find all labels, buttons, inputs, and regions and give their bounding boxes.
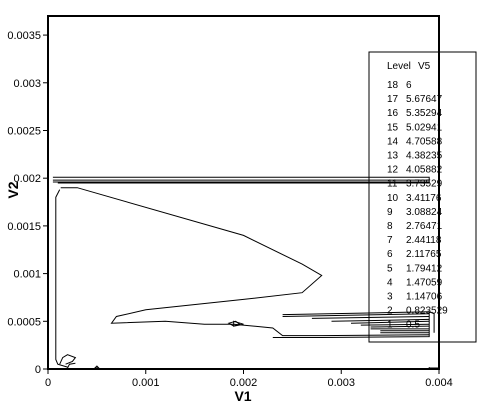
contour-line-7 [227, 320, 241, 327]
y-tick-label: 0.0005 [7, 316, 41, 328]
legend-level: 8 [387, 221, 393, 232]
contour-line-13 [360, 323, 430, 326]
contour-line-12 [350, 320, 430, 324]
contour-lines [52, 176, 439, 369]
legend-level: 5 [387, 263, 393, 274]
legend-level: 15 [387, 122, 399, 133]
legend-level: 2 [387, 306, 393, 317]
y-tick-label: 0.001 [13, 269, 41, 281]
legend-level: 7 [387, 235, 393, 246]
x-tick-label: 0.002 [230, 377, 258, 389]
legend-level: 10 [387, 193, 399, 204]
legend-value: 2.11765 [406, 249, 442, 260]
legend-value: 2.76471 [406, 221, 443, 232]
legend-value: 1.47059 [406, 277, 443, 288]
legend-value: 1.79412 [406, 263, 443, 274]
legend-level: 11 [387, 179, 398, 190]
contour-line-22 [428, 367, 439, 369]
contour-line-14 [370, 325, 430, 328]
legend-level: 17 [387, 94, 399, 105]
legend-value: 2.44118 [406, 235, 442, 246]
legend-level: 4 [387, 277, 393, 288]
contour-line-6 [233, 320, 244, 327]
legend-value: 3.41176 [406, 193, 442, 204]
legend-header-level: Level [387, 61, 411, 72]
contour-line-5 [55, 189, 68, 368]
legend-level: 1 [387, 320, 393, 331]
legend-level: 6 [387, 249, 393, 260]
x-axis-title: V1 [234, 388, 251, 404]
y-tick-label: 0.0015 [7, 221, 41, 233]
contour-line-8 [282, 311, 430, 316]
legend-header-value: V5 [418, 61, 431, 72]
y-axis-title: V2 [5, 181, 21, 198]
legend-value: 4.38235 [406, 151, 443, 162]
legend-level: 18 [387, 80, 399, 91]
legend-value: 5.67647 [406, 94, 443, 105]
legend-value: 6 [406, 80, 412, 91]
contour-line-9 [282, 313, 430, 317]
legend-level: 14 [387, 136, 399, 147]
y-tick-label: 0.002 [13, 173, 41, 185]
legend-value: 3.08824 [406, 207, 443, 218]
contour-line-19 [59, 354, 77, 365]
contour-line-11 [331, 318, 430, 322]
legend-value: 4.05882 [406, 165, 443, 176]
legend-value: 5.02941 [406, 122, 443, 133]
x-tick-label: 0.003 [327, 377, 355, 389]
legend-level: 13 [387, 151, 399, 162]
contour-line-18 [428, 311, 435, 335]
legend-level: 16 [387, 108, 399, 119]
x-tick-label: 0.001 [132, 377, 160, 389]
legend-level: 3 [387, 292, 393, 303]
x-tick-label: 0.004 [425, 377, 453, 389]
y-tick-label: 0.0035 [7, 30, 41, 42]
contour-line-21 [93, 365, 101, 369]
contour-line-20 [67, 362, 76, 369]
contour-line-4 [60, 187, 430, 338]
plot-area [47, 15, 440, 370]
x-tick-label: 0 [45, 377, 51, 389]
y-tick-label: 0 [35, 364, 41, 376]
y-tick-label: 0.003 [13, 78, 41, 90]
legend-level: 9 [387, 207, 393, 218]
legend-level: 12 [387, 165, 399, 176]
legend-value: 4.70588 [406, 136, 443, 147]
legend-value: 0.5 [406, 320, 420, 331]
legend-value: 5.35294 [406, 108, 443, 119]
legend-box [368, 51, 477, 343]
y-axis: 0 0.0005 0.001 0.0015 0.002 0.0025 0.003 0.0035 [7, 30, 48, 376]
legend-value: 3.73529 [406, 179, 443, 190]
legend-value: 1.14706 [406, 292, 443, 303]
plot-frame [47, 15, 440, 370]
x-axis: 0 0.001 0.002 0.003 0.004 [45, 369, 453, 389]
legend-value: 0.823529 [406, 306, 448, 317]
contour-line-10 [311, 316, 430, 319]
y-tick-label: 0.0025 [7, 125, 41, 137]
